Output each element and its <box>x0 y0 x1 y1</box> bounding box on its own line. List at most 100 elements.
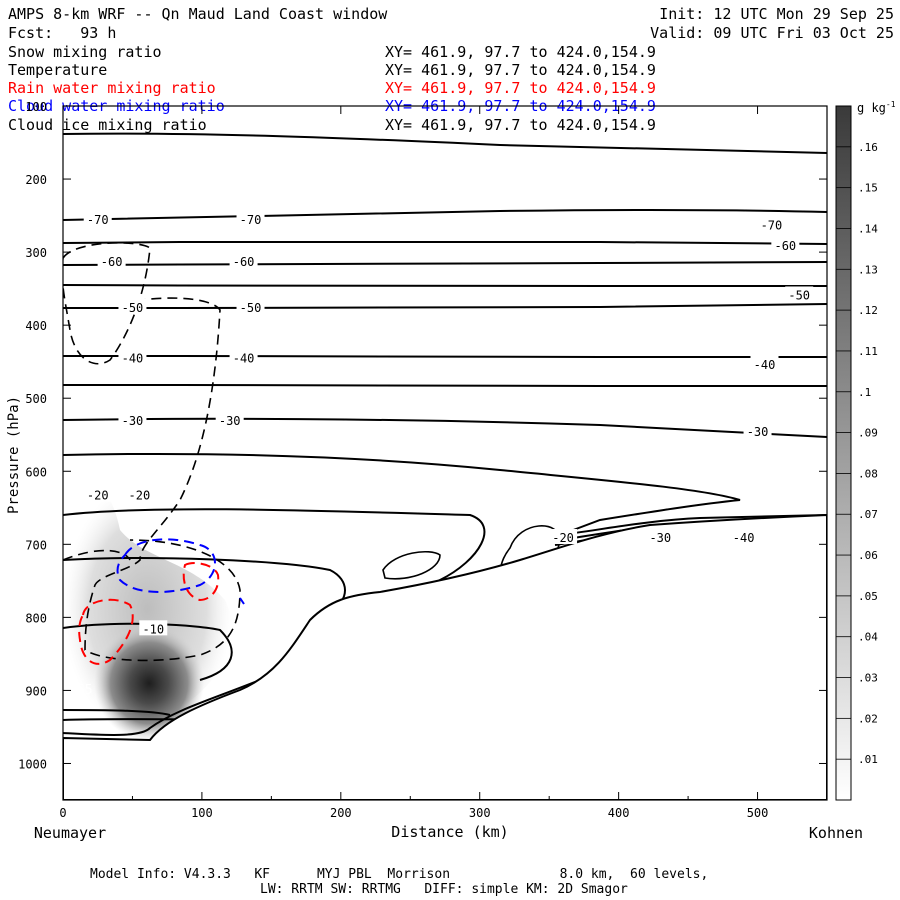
footer-line2: LW: RRTM SW: RRTMG DIFF: simple KM: 2D S… <box>260 882 628 897</box>
header-valid: Valid: 09 UTC Fri 03 Oct 25 <box>650 24 894 42</box>
x-axis: 0 100 200 300 400 500 <box>59 106 768 820</box>
isotherm-label-bg <box>236 298 265 314</box>
isotherm-label-bg <box>743 423 772 439</box>
colorbar-label: .03 <box>858 672 878 685</box>
isotherm-label: -30 <box>122 414 144 428</box>
isotherm-label: -50 <box>788 288 810 302</box>
field-xy: XY= 461.9, 97.7 to 424.0,154.9 <box>385 116 656 134</box>
isotherm-label-bg <box>139 620 168 636</box>
isotherm-label-bg <box>750 355 779 371</box>
field-xy: XY= 461.9, 97.7 to 424.0,154.9 <box>385 79 656 97</box>
field-list: Snow mixing ratio XY= 461.9, 97.7 to 424… <box>8 43 656 134</box>
isotherm-label: -30 <box>747 425 769 439</box>
header-title: AMPS 8-km WRF -- Qn Maud Land Coast wind… <box>8 5 388 23</box>
isotherm-label-bg <box>97 252 126 268</box>
isotherm-label: -70 <box>240 213 262 227</box>
isotherm-label: -60 <box>101 255 123 269</box>
snow-label: 55 <box>77 683 93 698</box>
isotherm-label: -60 <box>233 255 255 269</box>
cloud-water <box>116 538 245 605</box>
contour-label: -40 <box>733 531 755 545</box>
contour-label-bg <box>646 529 675 545</box>
isotherm-label-bg <box>125 486 154 502</box>
y-axis: 100 200 300 400 500 600 700 800 900 1000 <box>18 100 827 771</box>
x-tick-label: 200 <box>330 806 352 820</box>
colorbar-unit-base: g kg <box>857 101 886 115</box>
header-forecast: Fcst: 93 h <box>8 24 116 42</box>
x-tick-label: 100 <box>191 806 213 820</box>
isotherm-label-bg <box>83 486 112 502</box>
isotherm-label: -40 <box>122 351 144 365</box>
colorbar: .01 .02 .03 .04 .05 .06 .07 .08 .09 .1 .11 .12 .13 .1… <box>835 100 896 801</box>
field-xy: XY= 461.9, 97.7 to 424.0,154.9 <box>385 61 656 79</box>
isotherm-label-bg <box>83 211 112 227</box>
isotherm-label-bg <box>549 529 578 545</box>
colorbar-label: .11 <box>858 345 878 358</box>
y-tick-label: 300 <box>25 246 47 260</box>
other-labels: -30 -40 <box>646 529 758 545</box>
y-tick-label: 100 <box>25 100 47 114</box>
y-tick-label: 1000 <box>18 757 47 771</box>
isotherm-label: -70 <box>87 213 109 227</box>
isotherm-label-bg <box>757 216 786 232</box>
rain-water <box>78 562 220 665</box>
x-left-label: Neumayer <box>34 824 106 842</box>
colorbar-label: .15 <box>858 182 878 195</box>
cloud-ice <box>63 242 241 662</box>
colorbar-label: .04 <box>858 631 878 644</box>
colorbar-ticks: .01 .02 .03 .04 .05 .06 .07 .08 .09 .1 .11 .12 .13 .1… <box>836 141 878 766</box>
colorbar-label: .02 <box>858 712 878 725</box>
colorbar-label: .12 <box>858 304 878 317</box>
colorbar-label: .14 <box>858 222 878 235</box>
isotherm-label: -50 <box>122 301 144 315</box>
contour-label-bg <box>729 529 758 545</box>
field-xy: XY= 461.9, 97.7 to 424.0,154.9 <box>385 43 656 61</box>
isotherm-label-bg <box>229 349 258 365</box>
y-tick-label: 700 <box>25 538 47 552</box>
y-tick-label: 500 <box>25 392 47 406</box>
isotherm-label-bg <box>229 252 258 268</box>
y-tick-label: 200 <box>25 173 47 187</box>
colorbar-bar <box>835 105 852 801</box>
isotherm-label-bg <box>236 211 265 227</box>
x-tick-label: 500 <box>747 806 769 820</box>
field-name: Snow mixing ratio <box>8 43 162 61</box>
y-axis-label: Pressure (hPa) <box>6 396 22 514</box>
isotherm-label-bg <box>118 412 147 428</box>
isotherm-label: -70 <box>761 218 783 232</box>
isotherm-label-bg <box>771 236 800 252</box>
colorbar-label: .06 <box>858 549 878 562</box>
isotherm-label: -30 <box>219 414 241 428</box>
isotherm-labels: -70 -70 -70-60 -60-60-50 -50-50-40 -40 -40-30-… <box>83 211 814 636</box>
isotherm-label: -40 <box>754 358 776 372</box>
y-tick-label: 800 <box>25 611 47 625</box>
isotherm-label: -40 <box>233 351 255 365</box>
x-tick-label: 300 <box>469 806 491 820</box>
plot-frame <box>62 105 828 801</box>
y-tick-label: 900 <box>25 684 47 698</box>
terrain <box>63 513 827 800</box>
colorbar-label: .05 <box>858 590 878 603</box>
isotherm-label-bg <box>215 412 244 428</box>
isotherm-label: -20 <box>87 489 109 503</box>
isotherm-label-bg <box>118 349 147 365</box>
colorbar-label: .13 <box>858 263 878 276</box>
colorbar-label: .1 <box>858 386 871 399</box>
isotherm-label: -60 <box>774 239 796 253</box>
field-name: Temperature <box>8 61 107 79</box>
colorbar-label: .08 <box>858 467 878 480</box>
footer-line1: Model Info: V4.3.3 KF MYJ PBL Morrison 8… <box>90 867 708 882</box>
x-axis-label: Distance (km) <box>391 823 508 841</box>
y-tick-label: 600 <box>25 465 47 479</box>
field-name: Rain water mixing ratio <box>8 79 216 97</box>
x-tick-label: 0 <box>59 806 66 820</box>
colorbar-label: .01 <box>858 753 878 766</box>
field-name: Cloud ice mixing ratio <box>8 116 207 134</box>
colorbar-unit-exp: -1 <box>886 100 896 109</box>
isotherm-label-bg <box>785 286 814 302</box>
x-tick-label: 400 <box>608 806 630 820</box>
colorbar-unit: g kg-1 <box>857 100 896 115</box>
colorbar-label: .09 <box>858 427 878 440</box>
contour-label: -30 <box>649 531 671 545</box>
